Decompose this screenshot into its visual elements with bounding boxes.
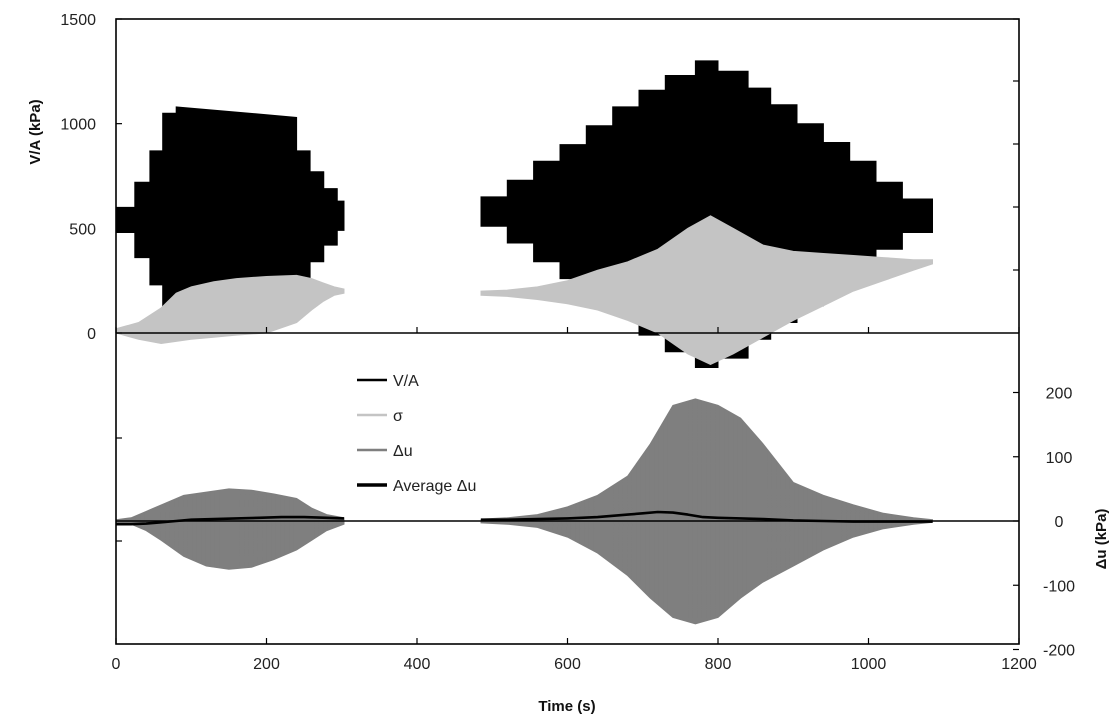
legend-label-1: V/A [393,373,419,390]
legend-label-3: Δu [393,443,413,460]
x-tick-label: 200 [253,656,280,673]
legend: V/A σ Δu Average Δu [357,373,476,495]
plot-clip-group [116,60,933,625]
legend-label-4: Average Δu [393,478,476,495]
y-left-tick-label: 0 [87,326,96,343]
legend-label-2: σ [393,408,403,425]
y-left-tick-label: 1500 [60,12,96,29]
series-average-du-segment-1 [116,515,345,526]
x-axis-ticks: 0 200 400 600 800 1000 1200 [112,327,1037,673]
x-tick-label: 400 [404,656,431,673]
x-tick-label: 600 [554,656,581,673]
series-2-texture-1 [116,275,345,344]
y-right-axis-ticks: -200 -100 0 100 200 [1013,18,1075,660]
series-sigma-layer [116,215,933,365]
y-right-tick-label: 100 [1046,450,1073,467]
x-tick-label: 800 [705,656,732,673]
y-left-axis-title: V/A (kPa) [27,99,44,164]
y-right-tick-label: 0 [1055,514,1064,531]
y-right-tick-label: -200 [1043,643,1075,660]
x-tick-label: 1000 [851,656,887,673]
y-left-tick-label: 1000 [60,117,96,134]
y-left-axis-ticks: 0 500 1000 1500 [60,12,122,542]
series-1-texture-2 [480,60,933,368]
y-left-tick-label: 500 [69,221,96,238]
x-axis-title: Time (s) [538,698,595,715]
y-right-tick-label: 200 [1046,386,1073,403]
y-right-axis-title: Δu (kPa) [1093,509,1110,570]
x-tick-label: 1200 [1001,656,1037,673]
series-1-texture-1 [116,107,345,327]
x-tick-label: 0 [112,656,121,673]
y-right-tick-label: -100 [1043,578,1075,595]
series-2-texture-2 [480,216,933,365]
